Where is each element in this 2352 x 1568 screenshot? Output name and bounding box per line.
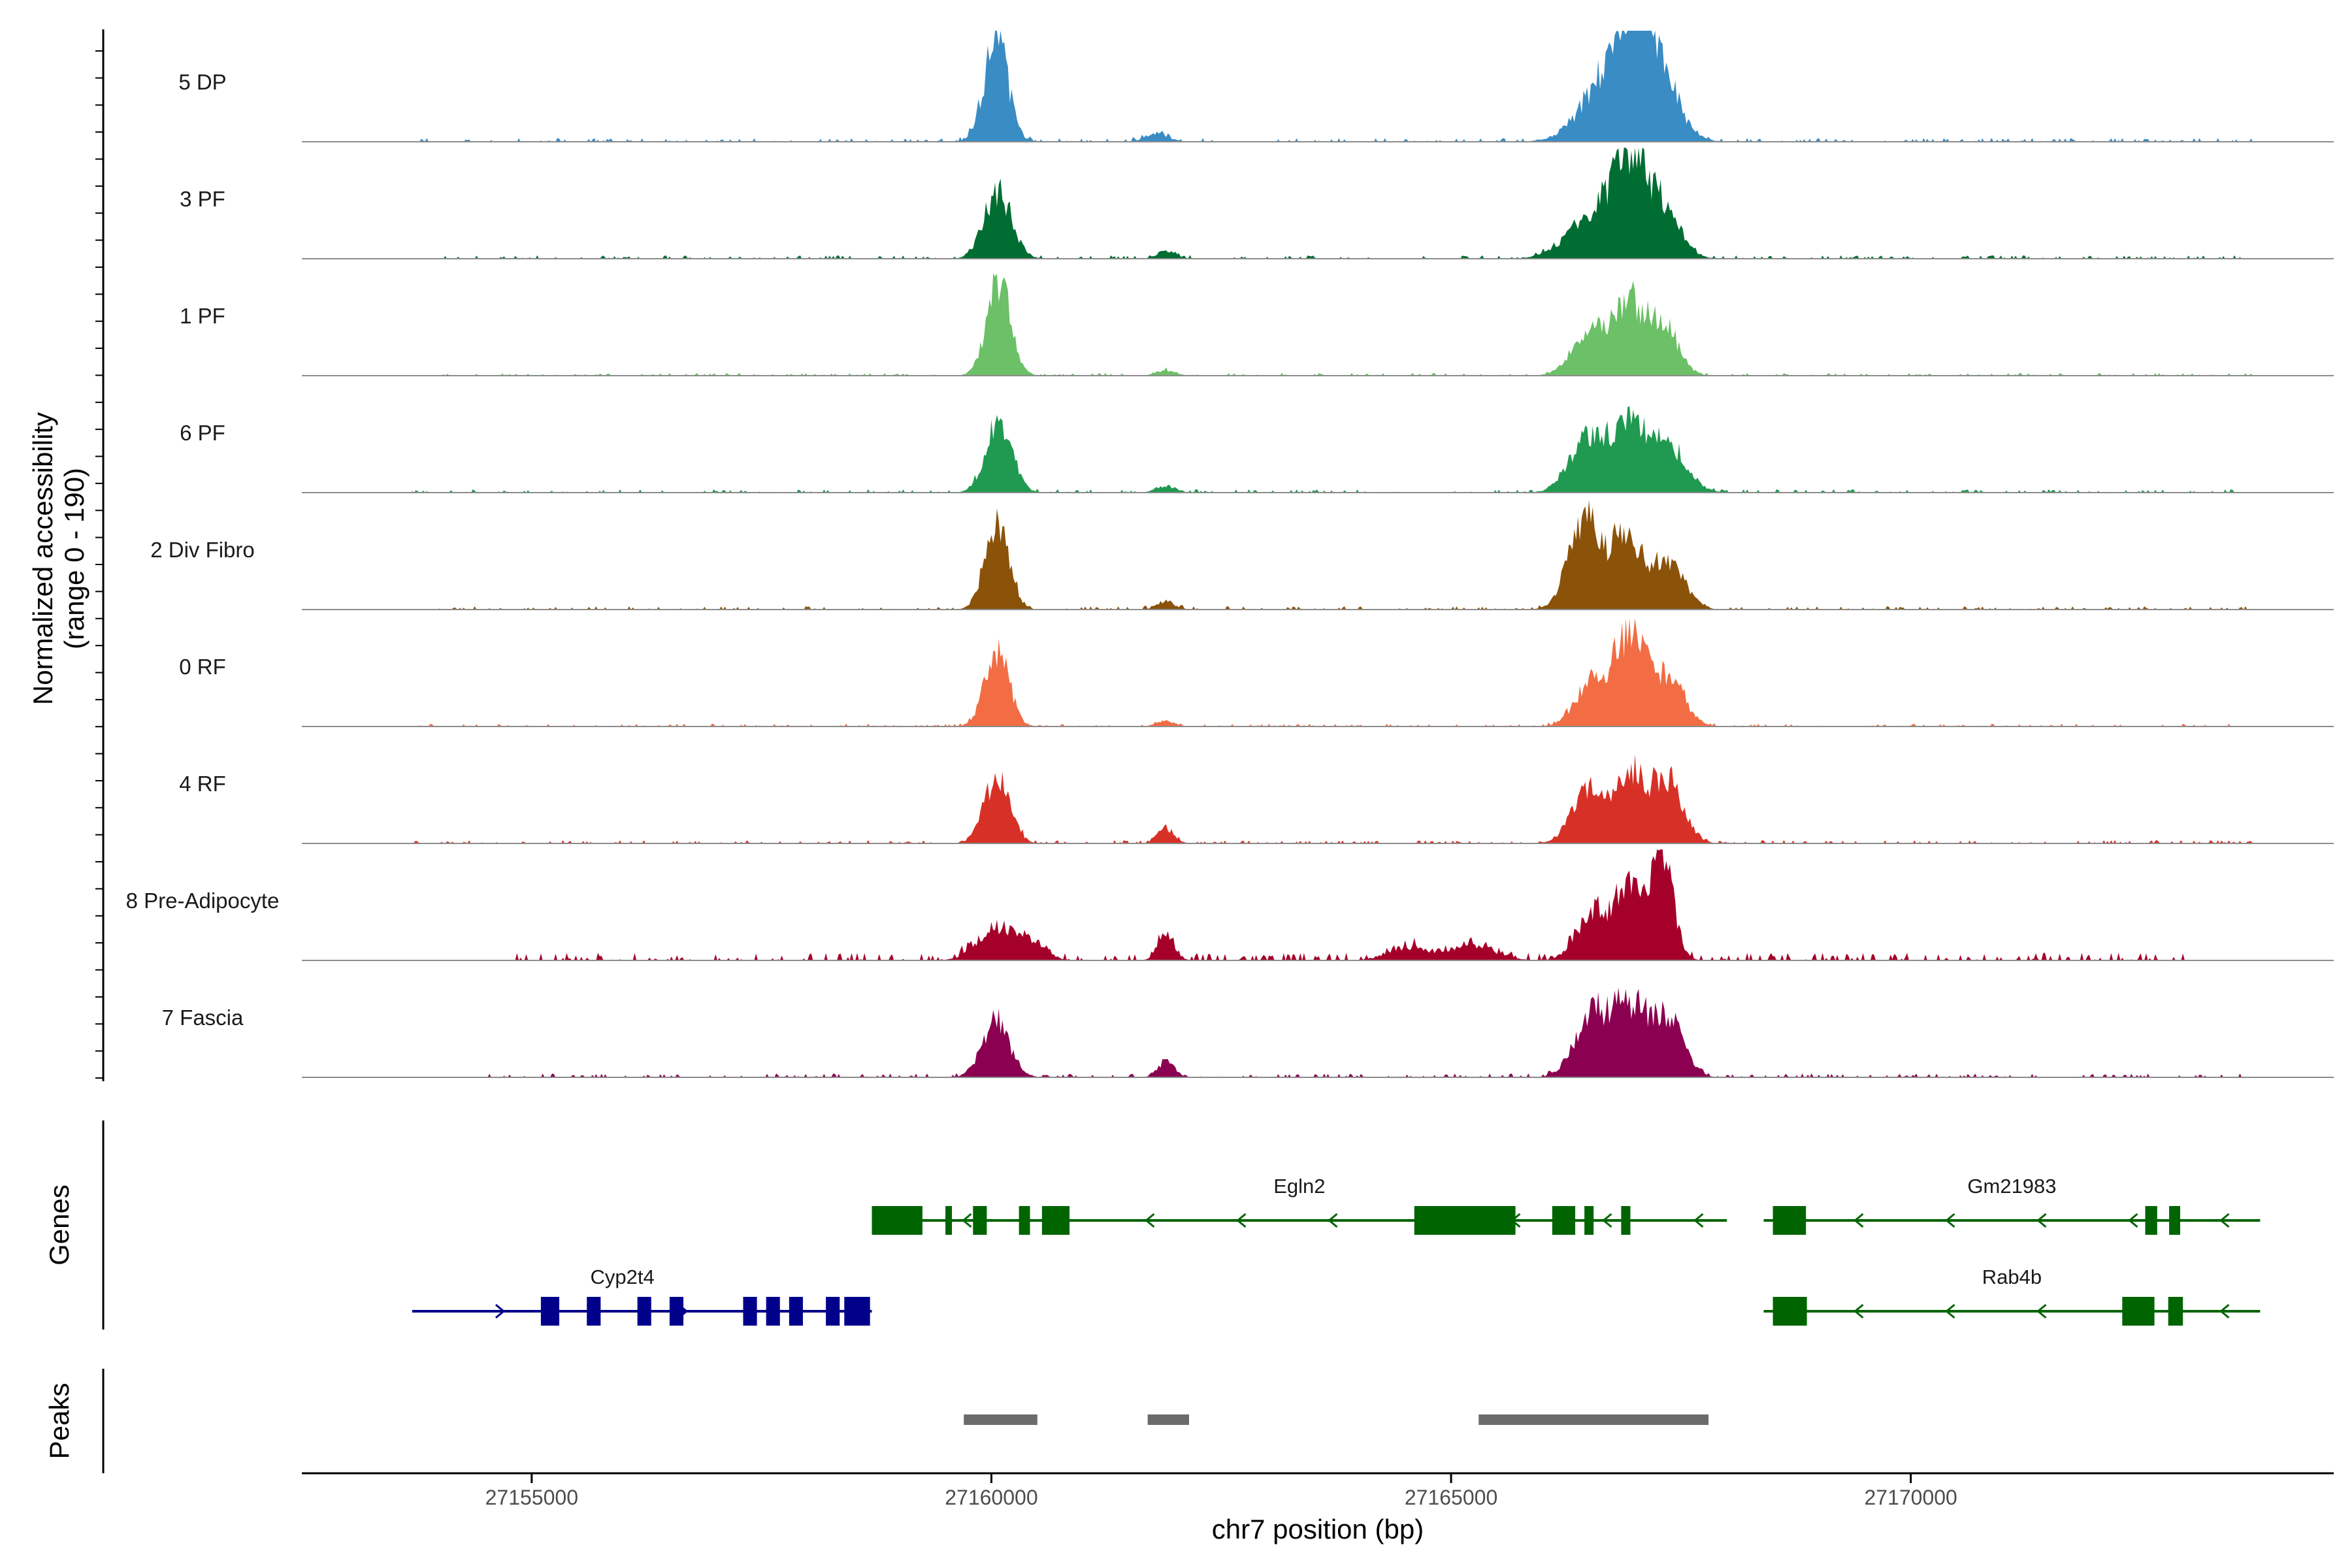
x-tick-label: 27165000 <box>1405 1486 1497 1509</box>
track-label: 6 PF <box>180 421 225 445</box>
track-5-dp: 5 DP <box>178 31 2334 142</box>
track-label: 4 RF <box>179 772 226 796</box>
track-coverage-area <box>302 849 2334 960</box>
gene-gm21983: Gm21983 <box>1763 1175 2261 1235</box>
gene-label: Cyp2t4 <box>591 1266 655 1288</box>
x-axis-title: chr7 position (bp) <box>1212 1514 1424 1544</box>
peak-region <box>1147 1414 1189 1425</box>
track-coverage-area <box>302 499 2334 610</box>
x-axis-ticks: 27155000 27160000 27165000 27170000 <box>485 1473 1957 1509</box>
strand-arrow-icon <box>1945 1303 1955 1319</box>
gene-egln2: Egln2 <box>872 1175 1727 1235</box>
track-4-rf: 4 RF <box>179 754 2334 844</box>
gene-cyp2t4: Cyp2t4 <box>412 1266 872 1326</box>
strand-arrow-icon <box>1693 1213 1704 1228</box>
coverage-y-axis-ticks <box>95 50 103 1079</box>
track-coverage-area <box>302 617 2334 727</box>
y-axis-title: Normalized accessibility (range 0 - 190) <box>27 412 90 705</box>
gene-exon <box>826 1297 840 1326</box>
strand-arrow-icon <box>1854 1303 1864 1319</box>
gene-exon <box>743 1297 757 1326</box>
track-coverage-area <box>302 754 2334 843</box>
track-label: 1 PF <box>180 304 225 328</box>
track-label: 0 RF <box>179 655 226 679</box>
track-0-rf: 0 RF <box>179 617 2334 727</box>
x-tick-label: 27160000 <box>945 1486 1037 1509</box>
gene-exon <box>540 1297 560 1326</box>
track-label: 5 DP <box>178 70 226 94</box>
track-coverage-area <box>302 148 2334 259</box>
track-6-pf: 6 PF <box>180 406 2334 493</box>
gene-exon <box>2168 1297 2183 1326</box>
gene-exon <box>872 1206 923 1235</box>
peak-region <box>964 1414 1037 1425</box>
gene-exon <box>669 1297 684 1326</box>
gene-exon <box>2145 1206 2157 1235</box>
track-8-pre-adipocyte: 8 Pre-Adipocyte <box>126 849 2334 961</box>
coverage-tracks: 5 DP 3 PF 1 PF 6 PF 2 Div Fibro 0 RF 4 RF 8 Pre… <box>126 31 2334 1078</box>
strand-arrow-icon <box>495 1303 506 1319</box>
strand-arrow-icon <box>2219 1213 2230 1228</box>
strand-arrow-icon <box>1236 1213 1247 1228</box>
gene-exon <box>844 1297 870 1326</box>
gene-exon <box>2169 1206 2180 1235</box>
gene-exon <box>637 1297 651 1326</box>
genes-panel: Egln2 Gm21983 Cyp2t4 Rab4b <box>412 1175 2261 1326</box>
strand-arrow-icon <box>2036 1213 2047 1228</box>
track-label: 3 PF <box>180 187 225 211</box>
gene-label: Egln2 <box>1273 1175 1325 1198</box>
track-7-fascia: 7 Fascia <box>162 987 2334 1078</box>
gene-exon <box>1041 1206 1070 1235</box>
gene-exon <box>587 1297 601 1326</box>
track-coverage-area <box>302 31 2334 142</box>
peaks-panel-title: Peaks <box>44 1383 74 1460</box>
gene-exon <box>945 1206 953 1235</box>
x-tick-label: 27155000 <box>485 1486 578 1509</box>
track-1-pf: 1 PF <box>180 273 2334 376</box>
track-coverage-area <box>302 273 2334 376</box>
gene-exon <box>973 1206 987 1235</box>
gene-exon <box>1621 1206 1631 1235</box>
gene-exon <box>1772 1206 1806 1235</box>
gene-rab4b: Rab4b <box>1763 1266 2261 1326</box>
gene-exon <box>1552 1206 1576 1235</box>
strand-arrow-icon <box>1602 1213 1612 1228</box>
gene-exon <box>1772 1297 1807 1326</box>
track-coverage-area <box>302 987 2334 1077</box>
x-tick-label: 27170000 <box>1864 1486 1957 1509</box>
gene-exon <box>1019 1206 1030 1235</box>
gene-exon <box>1414 1206 1516 1235</box>
gene-exon <box>766 1297 780 1326</box>
y-axis-title-line-1: Normalized accessibility <box>27 412 58 705</box>
strand-arrow-icon <box>2128 1213 2138 1228</box>
gene-exon <box>789 1297 803 1326</box>
gene-label: Rab4b <box>1982 1266 2042 1288</box>
strand-arrow-icon <box>2036 1303 2047 1319</box>
track-2-div-fibro: 2 Div Fibro <box>150 499 2334 610</box>
strand-arrow-icon <box>2219 1303 2230 1319</box>
track-label: 2 Div Fibro <box>150 538 255 562</box>
track-3-pf: 3 PF <box>180 148 2334 259</box>
genes-panel-title: Genes <box>44 1184 74 1266</box>
track-label: 8 Pre-Adipocyte <box>126 889 280 913</box>
track-coverage-area <box>302 406 2334 493</box>
strand-arrow-icon <box>962 1213 972 1228</box>
gene-exon <box>2122 1297 2155 1326</box>
y-axis-title-line-2: (range 0 - 190) <box>59 468 90 649</box>
peak-region <box>1478 1414 1709 1425</box>
peaks-panel <box>964 1414 1709 1425</box>
strand-arrow-icon <box>1945 1213 1955 1228</box>
track-label: 7 Fascia <box>162 1005 244 1030</box>
strand-arrow-icon <box>1145 1213 1155 1228</box>
strand-arrow-icon <box>1328 1213 1338 1228</box>
gene-label: Gm21983 <box>1967 1175 2056 1198</box>
gene-exon <box>1584 1206 1594 1235</box>
strand-arrow-icon <box>1854 1213 1864 1228</box>
